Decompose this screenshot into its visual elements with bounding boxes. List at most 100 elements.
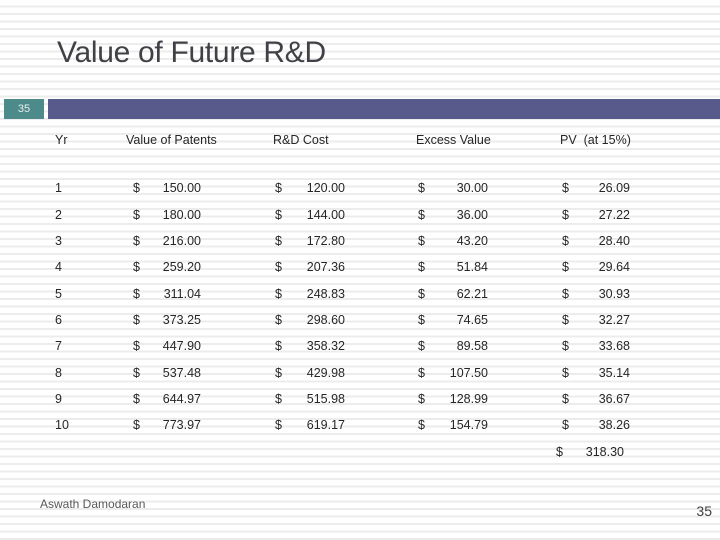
cell-pv: $ 30.93: [562, 286, 630, 301]
cell-rd-cost: $ 515.98: [275, 391, 345, 406]
table-row: 5 $ 311.04 $ 248.83 $ 62.21 $ 30.93: [55, 259, 649, 301]
table-row: 3 $ 216.00 $ 172.80 $ 43.20 $ 28.40: [55, 206, 649, 248]
currency-symbol: $: [562, 391, 569, 406]
cell-value-of-patents: $ 259.20: [133, 260, 201, 275]
currency-symbol: $: [562, 418, 569, 433]
currency-symbol: $: [133, 365, 140, 380]
cell-excess-value: $ 128.99: [418, 391, 488, 406]
cell-pv: $ 33.68: [562, 339, 630, 354]
currency-symbol: $: [556, 444, 563, 459]
currency-symbol: $: [418, 181, 425, 196]
cell-pv: $ 29.64: [562, 260, 630, 275]
currency-symbol: $: [275, 339, 282, 354]
cell-pv: $ 28.40: [562, 233, 630, 248]
cell-excess-value: $ 154.79: [418, 418, 488, 433]
cell-yr: 6: [55, 312, 62, 327]
currency-symbol: $: [133, 339, 140, 354]
cell-excess-value: $ 89.58: [418, 339, 488, 354]
cell-value-of-patents: $ 216.00: [133, 233, 201, 248]
footer-page-number: 35: [696, 503, 712, 519]
currency-symbol: $: [275, 207, 282, 222]
cell-yr: 4: [55, 260, 62, 275]
column-header-yr: Yr: [55, 133, 68, 148]
cell-yr: 3: [55, 233, 62, 248]
currency-symbol: $: [133, 260, 140, 275]
currency-symbol: $: [562, 312, 569, 327]
table-header-row: Yr Value of Patents R&D Cost Excess Valu…: [55, 127, 649, 153]
patents-table: Yr Value of Patents R&D Cost Excess Valu…: [55, 127, 649, 458]
cell-pv: $ 38.26: [562, 418, 630, 433]
currency-symbol: $: [562, 233, 569, 248]
currency-symbol: $: [275, 286, 282, 301]
column-header-value-of-patents: Value of Patents: [126, 133, 217, 148]
cell-excess-value: $ 43.20: [418, 233, 488, 248]
column-header-rd-cost: R&D Cost: [273, 133, 329, 148]
currency-symbol: $: [418, 286, 425, 301]
currency-symbol: $: [275, 260, 282, 275]
currency-symbol: $: [418, 391, 425, 406]
cell-yr: 1: [55, 181, 62, 196]
currency-symbol: $: [418, 365, 425, 380]
currency-symbol: $: [562, 207, 569, 222]
cell-excess-value: $ 74.65: [418, 312, 488, 327]
cell-value-of-patents: $ 373.25: [133, 312, 201, 327]
currency-symbol: $: [275, 181, 282, 196]
currency-symbol: $: [418, 312, 425, 327]
currency-symbol: $: [133, 233, 140, 248]
currency-symbol: $: [418, 207, 425, 222]
currency-symbol: $: [562, 365, 569, 380]
cell-value-of-patents: $ 150.00: [133, 181, 201, 196]
table-row: 1 $ 150.00 $ 120.00 $ 30.00 $ 26.09: [55, 153, 649, 195]
cell-rd-cost: $ 144.00: [275, 207, 345, 222]
cell-value-of-patents: $ 773.97: [133, 418, 201, 433]
cell-excess-value: $ 51.84: [418, 260, 488, 275]
table-row: 4 $ 259.20 $ 207.36 $ 51.84 $ 29.64: [55, 232, 649, 274]
table-row: 6 $ 373.25 $ 298.60 $ 74.65 $ 32.27: [55, 285, 649, 327]
table-row: 7 $ 447.90 $ 358.32 $ 89.58 $ 33.68: [55, 311, 649, 353]
currency-symbol: $: [562, 339, 569, 354]
currency-symbol: $: [418, 233, 425, 248]
cell-rd-cost: $ 429.98: [275, 365, 345, 380]
total-pv-value: 318.30: [585, 444, 624, 459]
cell-excess-value: $ 30.00: [418, 181, 488, 196]
cell-rd-cost: $ 619.17: [275, 418, 345, 433]
column-header-pv: PV (at 15%): [560, 133, 631, 148]
currency-symbol: $: [562, 286, 569, 301]
cell-pv: $ 27.22: [562, 207, 630, 222]
currency-symbol: $: [275, 391, 282, 406]
cell-rd-cost: $ 298.60: [275, 312, 345, 327]
cell-value-of-patents: $ 311.04: [133, 286, 201, 301]
slide-title: Value of Future R&D: [57, 36, 326, 69]
cell-rd-cost: $ 120.00: [275, 181, 345, 196]
cell-pv: $ 32.27: [562, 312, 630, 327]
currency-symbol: $: [275, 365, 282, 380]
cell-value-of-patents: $ 644.97: [133, 391, 201, 406]
currency-symbol: $: [133, 207, 140, 222]
currency-symbol: $: [275, 418, 282, 433]
cell-pv: $ 26.09: [562, 181, 630, 196]
currency-symbol: $: [275, 233, 282, 248]
cell-yr: 9: [55, 391, 62, 406]
cell-yr: 2: [55, 207, 62, 222]
currency-symbol: $: [418, 339, 425, 354]
table-row: 10 $ 773.97 $ 619.17 $ 154.79 $ 38.26: [55, 390, 649, 432]
cell-rd-cost: $ 358.32: [275, 339, 345, 354]
currency-symbol: $: [133, 418, 140, 433]
cell-excess-value: $ 62.21: [418, 286, 488, 301]
cell-rd-cost: $ 207.36: [275, 260, 345, 275]
cell-rd-cost: $ 248.83: [275, 286, 345, 301]
currency-symbol: $: [133, 286, 140, 301]
slide-number-badge: 35: [4, 99, 44, 119]
currency-symbol: $: [133, 391, 140, 406]
cell-excess-value: $ 36.00: [418, 207, 488, 222]
cell-value-of-patents: $ 537.48: [133, 365, 201, 380]
cell-pv: $ 35.14: [562, 365, 630, 380]
currency-symbol: $: [133, 181, 140, 196]
cell-excess-value: $ 107.50: [418, 365, 488, 380]
currency-symbol: $: [275, 312, 282, 327]
total-pv-cell: $ 318.30: [556, 445, 624, 459]
cell-pv: $ 36.67: [562, 391, 630, 406]
table-row: 8 $ 537.48 $ 429.98 $ 107.50 $ 35.14: [55, 338, 649, 380]
footer-author: Aswath Damodaran: [40, 497, 146, 511]
